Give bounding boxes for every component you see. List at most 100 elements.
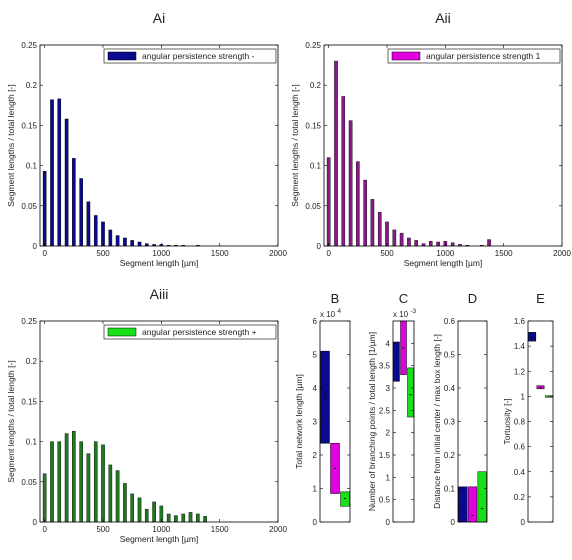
chart-aiii: Aiii 0 0.05 0.1 0.15 0.2 0.25 0 500 1000 1500 2000 S… [6,286,287,544]
x-tick-label: 0 [42,525,47,534]
histogram-bar [348,120,353,247]
y-tick-label: 4 [313,384,318,393]
histogram-bar [130,493,134,523]
histogram-bar [57,98,62,247]
y-tick-label: 1 [313,485,318,494]
y-exponent-label: x 10 4 [320,308,341,319]
y-tick-label: 0 [317,242,322,251]
y-tick-label: 0.3 [444,418,456,427]
histogram-bar [370,199,375,247]
y-tick-label: 0.15 [21,121,37,130]
panel-title: Aiii [150,286,169,302]
histogram-bar [115,470,120,523]
y-tick-label: 0.15 [305,121,321,130]
panel-title: D [468,291,477,306]
x-tick-label: 500 [96,525,110,534]
histogram-bar [57,441,62,523]
x-tick-label: 1500 [495,249,513,258]
y-exponent-power: -3 [410,308,416,315]
histogram-bar [436,241,440,247]
panel-title: Ai [153,10,165,26]
histogram-bar [399,232,404,247]
histogram-bar [123,237,127,247]
histogram-bar [93,215,98,247]
histogram-bar [86,201,91,247]
histogram-bar [130,240,134,247]
histogram-bar [363,179,367,247]
y-tick-label: 0.1 [310,162,322,171]
histogram-bar [377,212,382,247]
y-tick-label: 4 [386,339,391,348]
y-tick-label: 1 [386,473,391,482]
x-tick-label: 1000 [152,525,170,534]
y-tick-label: 0.6 [514,443,526,452]
box-minus [528,332,537,342]
y-tick-label: 0.1 [444,485,456,494]
histogram-bar [392,229,397,247]
y-tick-label: 0.5 [444,351,456,360]
y-tick-label: 0 [521,518,526,527]
y-tick-label: 0.15 [21,397,37,406]
histogram-bar [50,441,54,523]
histogram-bar [334,60,338,247]
y-tick-label: 0 [451,518,456,527]
legend-box [103,48,277,64]
histogram-bar [50,99,54,247]
legend-swatch [107,327,137,337]
box-minus [393,341,400,382]
histogram-bar [137,497,142,523]
y-tick-label: 1.5 [379,451,391,460]
y-tick-label: 0.1 [26,438,38,447]
y-tick-label: 0.4 [514,468,526,477]
y-tick-label: 0.2 [514,493,526,502]
y-tick-label: 0.5 [379,496,391,505]
y-tick-label: 0.2 [26,81,38,90]
x-tick-label: 0 [42,249,47,258]
legend-label: angular persistence strength 1 [426,51,541,61]
y-tick-label: 0 [33,242,38,251]
x-tick-label: 1000 [152,249,170,258]
y-tick-label: 0.25 [305,41,321,50]
histogram-bar [101,444,105,523]
legend-label: angular persistence strength - [142,51,255,61]
plot-frame [39,44,279,247]
histogram-bar [42,171,47,247]
y-exponent-base: x 10 [393,310,410,319]
histogram-bar [101,221,105,247]
histogram-bar [93,441,98,523]
y-tick-label: 1 [521,392,526,401]
histogram-bar [326,157,331,247]
histogram-bar [64,118,69,247]
y-tick-label: 1.2 [514,367,526,376]
plot-frame [527,320,554,523]
histogram-bar [385,221,389,247]
histogram-bar [72,430,76,523]
histogram-bar [108,464,113,523]
chart-ai: Ai 0 0.05 0.1 0.15 0.2 0.25 0 500 1000 1500 2000 Seg… [6,10,287,268]
histogram-bar [42,473,47,523]
histogram-bar [79,441,83,523]
chart-c: C 0 0.5 1 1.5 2 2.5 3 3.5 4 x 10 -3 Number of branc… [367,291,417,527]
chart-aii: Aii 0 0.05 0.1 0.15 0.2 0.25 0 500 1000 1500 2000 Se… [290,10,571,268]
histogram-bar [181,513,186,523]
legend-label: angular persistence strength + [142,327,257,337]
box-plus [340,491,350,507]
y-tick-label: 3.5 [379,362,391,371]
legend-box [387,48,561,64]
y-axis-label: Segment lengths / total length [-] [6,360,16,482]
y-tick-label: 1.4 [514,342,526,351]
histogram-bar [79,178,83,247]
y-tick-label: 0.25 [21,41,37,50]
chart-e: E 0 0.2 0.4 0.6 0.8 1 1.2 1.4 1.6 Tortuosity [-] [502,291,554,527]
x-tick-label: 1500 [211,249,229,258]
box-plus [477,471,487,523]
y-exponent-base: x 10 [320,310,337,319]
histogram-bar [196,513,200,523]
y-tick-label: 1.6 [514,317,526,326]
y-tick-label: 6 [313,317,318,326]
legend-swatch [391,51,421,61]
x-tick-label: 500 [380,249,394,258]
histogram-bar [414,240,418,247]
histogram-bar [188,512,193,523]
